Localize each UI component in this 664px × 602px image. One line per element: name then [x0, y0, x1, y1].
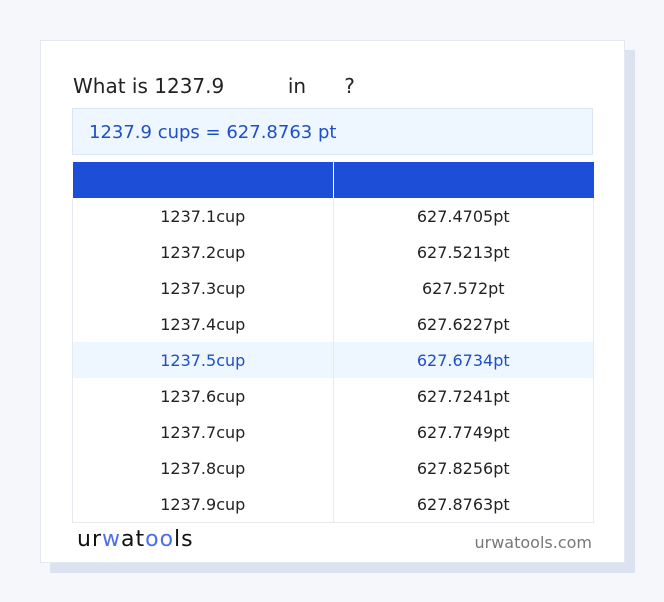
question-prefix: What is 1237.9: [73, 74, 225, 98]
result-box: 1237.9 cups = 627.8763 pt: [72, 108, 593, 155]
pt-cell: 627.8763pt: [332, 486, 594, 523]
question-suffix: ?: [344, 74, 355, 98]
pt-cell: 627.6227pt: [332, 306, 594, 342]
table-row: 1237.7cup 627.7749pt: [72, 414, 594, 450]
cup-cell: 1237.3cup: [72, 270, 334, 306]
pt-cell: 627.8256pt: [332, 450, 594, 486]
cup-cell: 1237.2cup: [72, 234, 334, 270]
table-row: 1237.2cup 627.5213pt: [72, 234, 594, 270]
cup-cell: 1237.4cup: [72, 306, 334, 342]
pt-cell: 627.5213pt: [332, 234, 594, 270]
cup-cell: 1237.7cup: [72, 414, 334, 450]
question-title: What is 1237.9 in ?: [73, 74, 355, 98]
table-row: 1237.1cup 627.4705pt: [72, 198, 594, 234]
conversion-table: 1237.1cup 627.4705pt 1237.2cup 627.5213pt 12…: [72, 162, 594, 523]
table-row: 1237.3cup 627.572pt: [72, 270, 594, 306]
pt-cell: 627.6734pt: [332, 342, 594, 378]
table-row: 1237.8cup 627.8256pt: [72, 450, 594, 486]
table-row: 1237.5cup 627.6734pt: [72, 342, 594, 378]
header-cups: [72, 162, 334, 198]
pt-cell: 627.572pt: [332, 270, 594, 306]
pt-cell: 627.4705pt: [332, 198, 594, 234]
cup-cell: 1237.6cup: [72, 378, 334, 414]
cup-cell: 1237.5cup: [72, 342, 334, 378]
table-row: 1237.6cup 627.7241pt: [72, 378, 594, 414]
cup-cell: 1237.1cup: [72, 198, 334, 234]
question-mid: in: [287, 74, 307, 98]
cup-cell: 1237.8cup: [72, 450, 334, 486]
table-row: 1237.4cup 627.6227pt: [72, 306, 594, 342]
urwatools-logo[interactable]: urwatools: [77, 527, 194, 552]
cup-cell: 1237.9cup: [72, 486, 334, 523]
table-row: 1237.9cup 627.8763pt: [72, 486, 594, 523]
pt-cell: 627.7749pt: [332, 414, 594, 450]
converter-card: What is 1237.9 in ? 1237.9 cups = 627.87…: [40, 40, 625, 563]
pt-cell: 627.7241pt: [332, 378, 594, 414]
header-pt: [333, 162, 594, 198]
site-link[interactable]: urwatools.com: [474, 533, 593, 552]
